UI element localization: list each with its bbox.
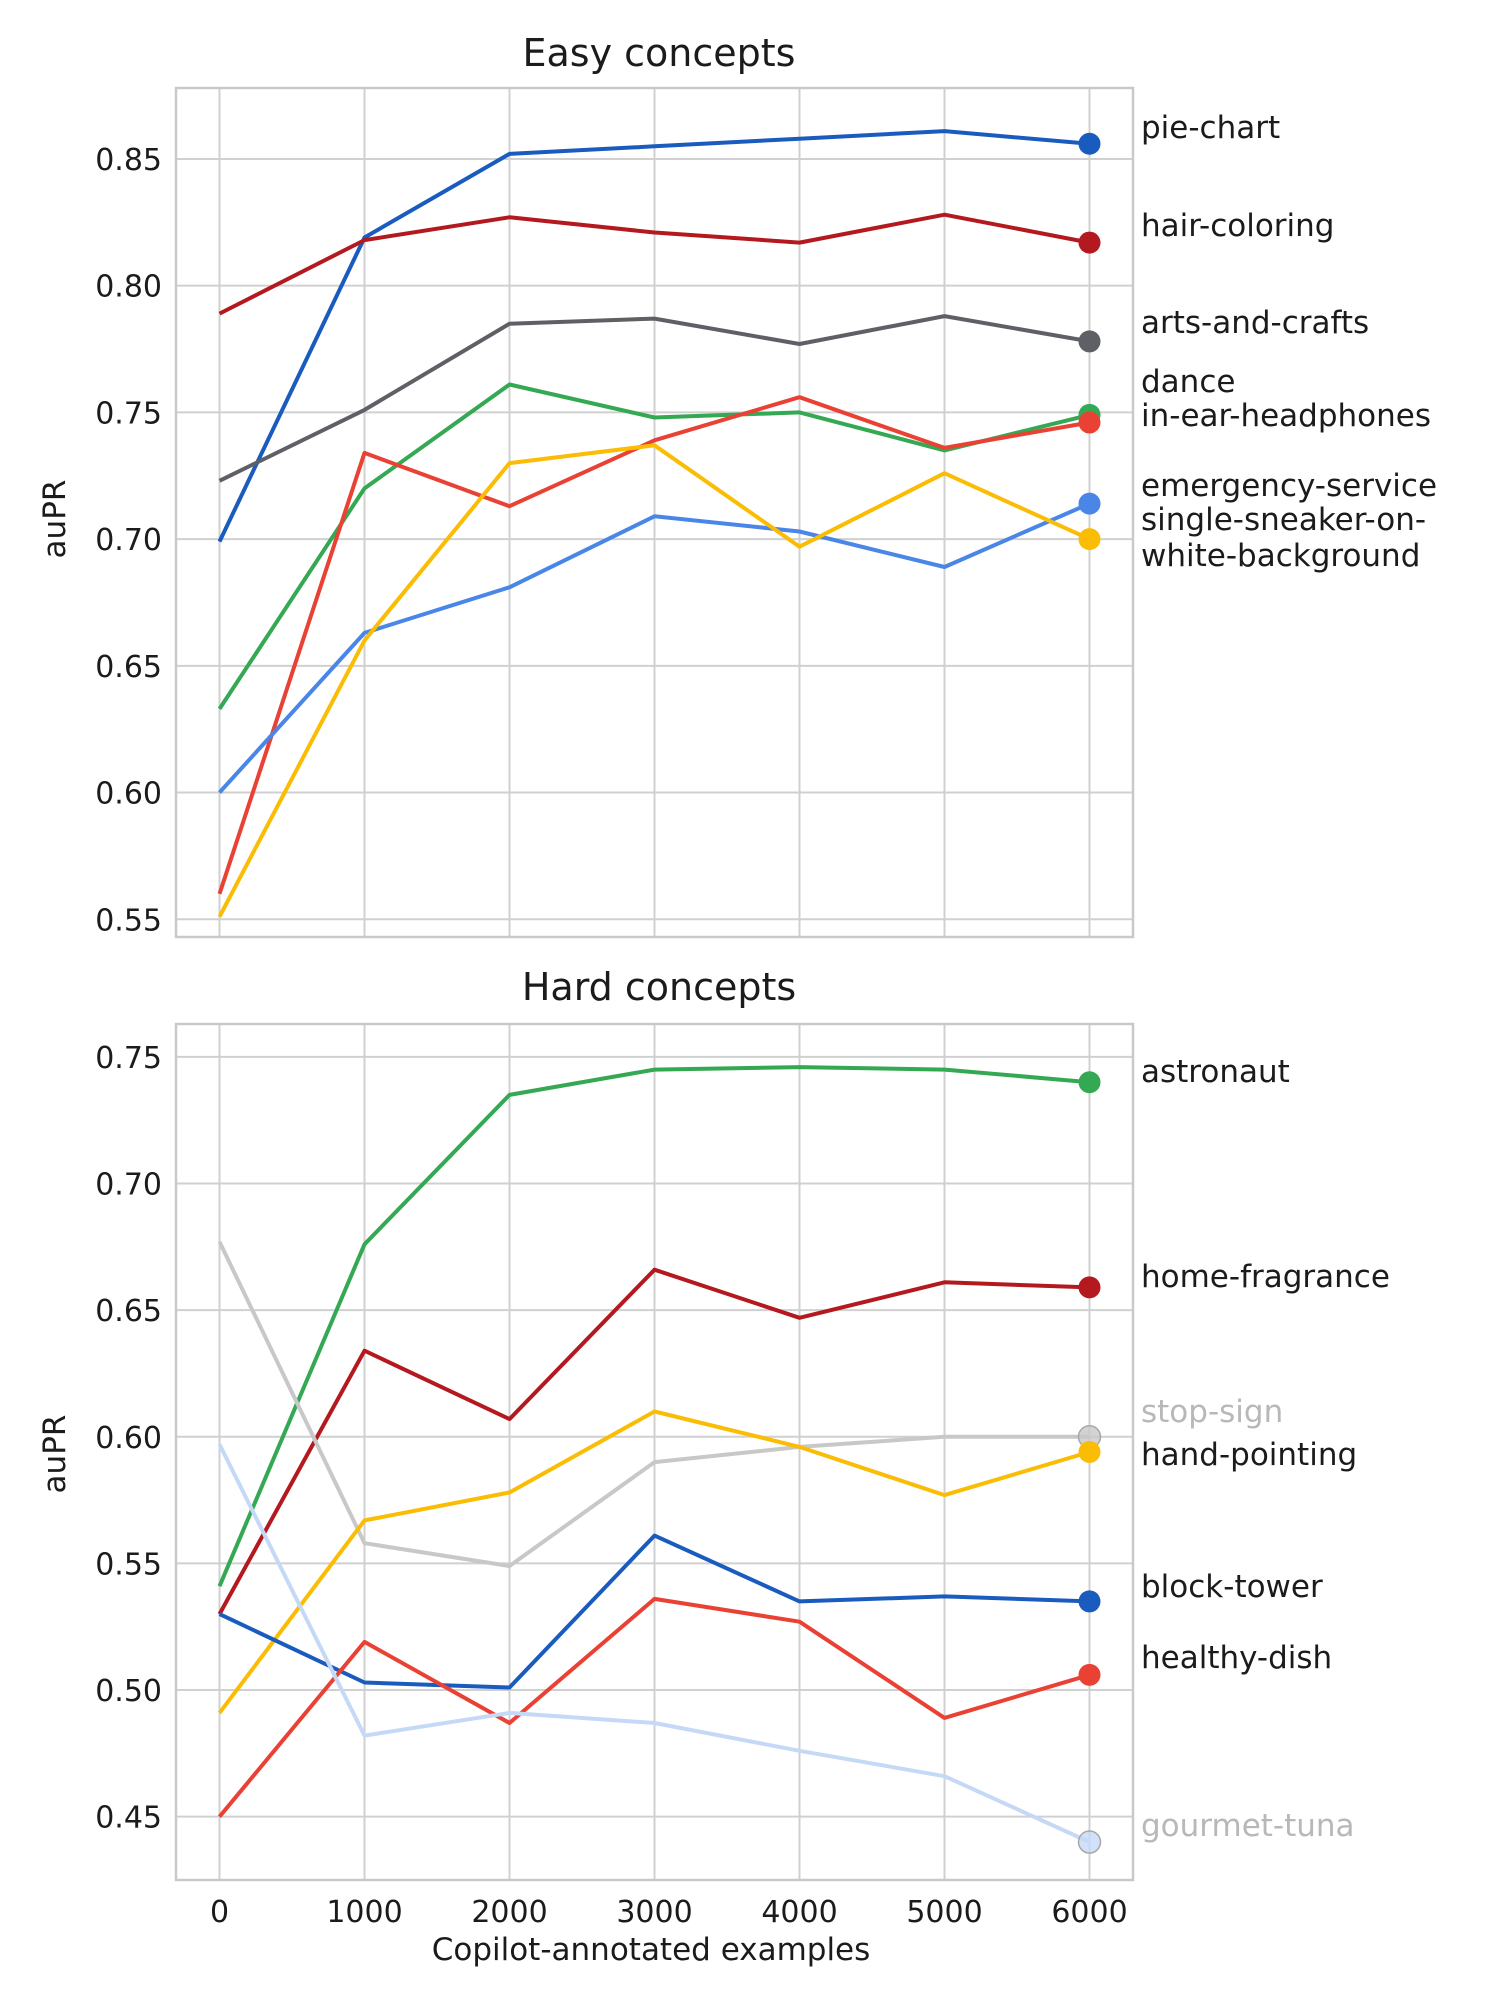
x-axis-label: Copilot-annotated examples <box>432 1932 871 1968</box>
series-line-stop-sign <box>217 1240 1090 1568</box>
x-tick-label: 5000 <box>906 1895 982 1930</box>
hard-y-axis-label: auPR <box>37 1415 73 1494</box>
series-end-marker-single-sneaker-on-white-background <box>1078 528 1101 551</box>
x-tick-label: 6000 <box>1051 1895 1127 1930</box>
y-tick-label: 0.85 <box>95 143 162 178</box>
series-line-astronaut <box>217 1065 1090 1587</box>
x-tick-label: 3000 <box>616 1895 692 1930</box>
y-tick-label: 0.45 <box>95 1801 162 1836</box>
series-line-hand-pointing <box>217 1409 1091 1715</box>
y-tick-label: 0.65 <box>95 1294 162 1329</box>
y-tick-label: 0.80 <box>95 270 162 305</box>
series-line-single-sneaker-on-white-background <box>217 443 1091 918</box>
easy-y-axis-label: auPR <box>37 480 73 559</box>
series-line-gourmet-tuna <box>217 1443 1091 1844</box>
series-label: hand-pointing <box>1141 1437 1357 1473</box>
series-label: gourmet-tuna <box>1141 1808 1355 1844</box>
series-label: emergency-service <box>1141 468 1437 504</box>
x-tick-label: 2000 <box>471 1895 547 1930</box>
series-end-marker-arts-and-crafts <box>1078 330 1101 353</box>
series-end-marker-in-ear-headphones <box>1078 411 1101 434</box>
series-label: home-fragrance <box>1141 1259 1390 1295</box>
easy-concepts-panel: Easy concepts auPR 0.55 0.60 0.65 0.70 0.75 0… <box>37 31 1437 938</box>
x-tick-label: 1000 <box>326 1895 402 1930</box>
gridlines <box>176 88 1133 937</box>
series-end-marker-astronaut <box>1078 1071 1101 1094</box>
y-tick-label: 0.55 <box>95 903 162 938</box>
plot-frame <box>174 86 1135 939</box>
series-line-block-tower <box>218 1533 1090 1690</box>
x-tick-label: 0 <box>210 1895 229 1930</box>
series-line-emergency-service <box>218 501 1091 794</box>
y-tick-label: 0.75 <box>95 1041 162 1076</box>
series-line-home-fragrance <box>217 1267 1090 1616</box>
series-label: dance <box>1141 364 1235 400</box>
y-tick-label: 0.60 <box>95 1421 162 1456</box>
series-end-marker-healthy-dish <box>1078 1663 1101 1686</box>
series-end-marker-pie-chart <box>1078 132 1101 155</box>
y-tick-label: 0.65 <box>95 650 162 685</box>
easy-panel-title: Easy concepts <box>523 31 796 75</box>
series-line-in-ear-headphones <box>217 395 1090 895</box>
series-line-pie-chart <box>217 129 1090 543</box>
series-label: block-tower <box>1141 1569 1323 1605</box>
series-label: in-ear-headphones <box>1141 398 1431 434</box>
y-tick-label: 0.70 <box>95 523 162 558</box>
series-end-marker-hair-coloring <box>1078 231 1101 254</box>
y-tick-label: 0.50 <box>95 1674 162 1709</box>
series-label: astronaut <box>1141 1054 1290 1090</box>
plot-frame <box>174 1022 1135 1882</box>
series-line-healthy-dish <box>217 1596 1091 1818</box>
series-end-marker-emergency-service <box>1078 492 1101 515</box>
series-label: hair-coloring <box>1141 208 1334 244</box>
series-label: arts-and-crafts <box>1141 305 1369 341</box>
series-line-hair-coloring <box>218 212 1090 316</box>
series-end-marker-hand-pointing <box>1078 1441 1101 1463</box>
y-tick-label: 0.75 <box>95 396 162 431</box>
x-tick-label: 4000 <box>761 1895 837 1930</box>
series-label: white-background <box>1141 538 1420 574</box>
series-label: stop-sign <box>1141 1394 1283 1430</box>
series-line-arts-and-crafts <box>218 314 1090 483</box>
series-end-marker-gourmet-tuna <box>1077 1830 1102 1854</box>
gridlines <box>176 1024 1133 1880</box>
series-label: healthy-dish <box>1141 1640 1332 1676</box>
hard-concepts-panel: Hard concepts auPR Copilot-annotated exa… <box>37 965 1390 1968</box>
series-end-marker-home-fragrance <box>1078 1276 1101 1299</box>
y-tick-label: 0.70 <box>95 1168 162 1203</box>
y-tick-label: 0.55 <box>95 1547 162 1582</box>
series-label: single-sneaker-on- <box>1141 502 1426 538</box>
series-label: pie-chart <box>1141 110 1280 146</box>
series-line-dance <box>217 382 1090 710</box>
series-end-marker-block-tower <box>1078 1590 1101 1613</box>
hard-panel-title: Hard concepts <box>522 965 796 1009</box>
y-tick-label: 0.60 <box>95 777 162 812</box>
